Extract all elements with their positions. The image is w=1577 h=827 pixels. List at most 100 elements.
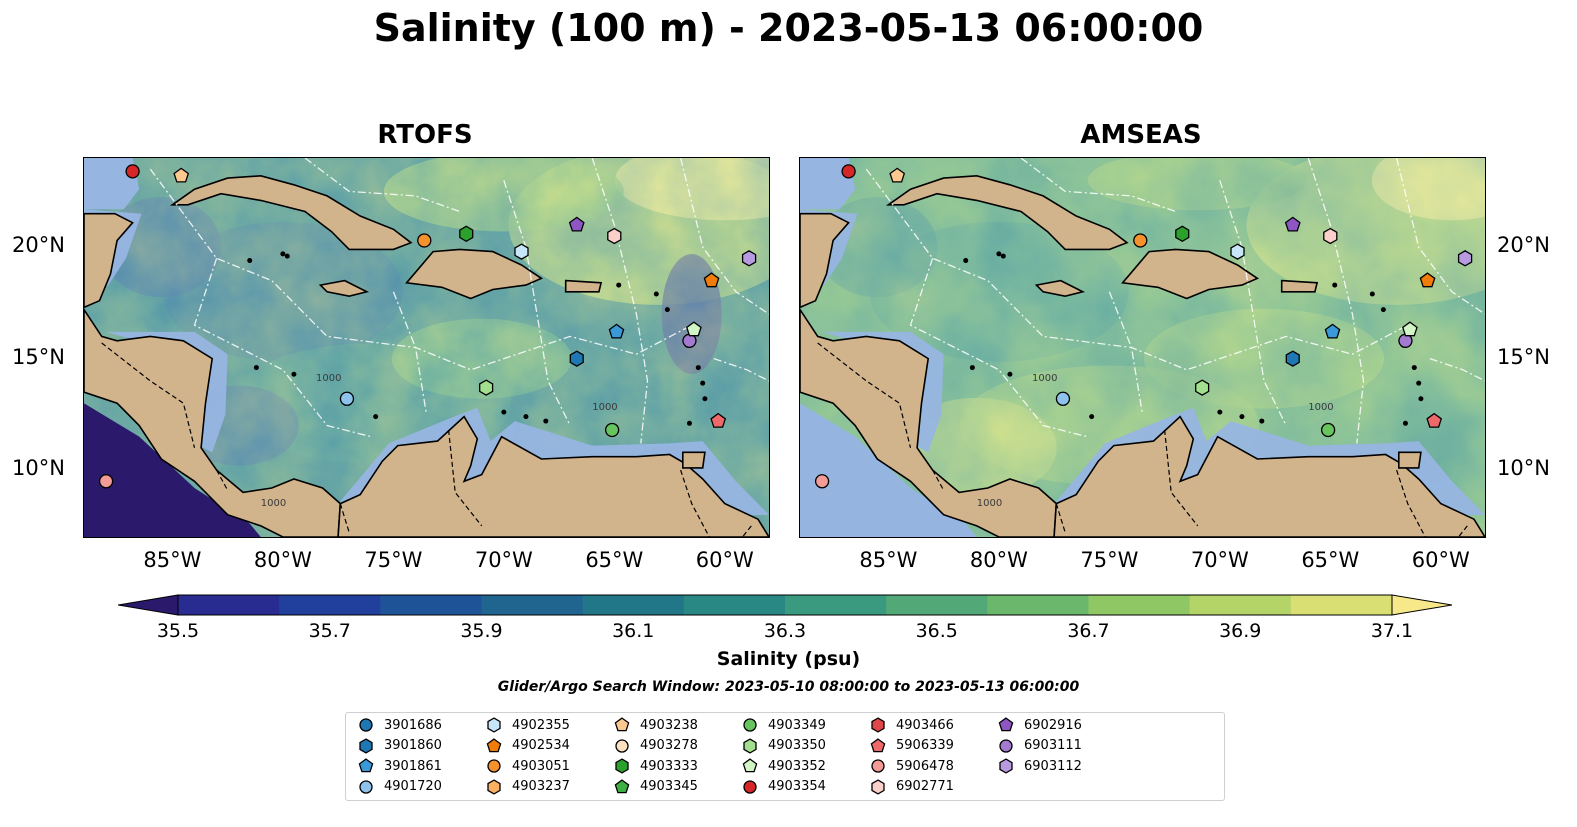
legend-item-5906339: 5906339 (870, 736, 954, 756)
legend-label: 4903349 (768, 717, 826, 733)
legend-label: 4903051 (512, 758, 570, 774)
land-trinidad (1398, 451, 1422, 469)
small-island (963, 258, 969, 264)
small-island (291, 371, 297, 377)
legend-marker (487, 717, 501, 733)
float-marker-6902771 (1323, 227, 1338, 245)
small-island (1089, 414, 1095, 420)
float-marker-5906339 (710, 412, 727, 428)
legend-item-6903112: 6903112 (998, 756, 1082, 776)
colorbar-segment (683, 595, 786, 615)
legend-marker (871, 717, 885, 733)
eez-boundary (1108, 291, 1144, 415)
float-marker-4903352 (686, 321, 702, 337)
bathymetry-contour-label: 1000 (977, 498, 1002, 509)
legend-marker (999, 758, 1013, 774)
colorbar-segment (785, 595, 887, 615)
country-border (101, 342, 196, 448)
x-tick-label: 65°W (1301, 548, 1360, 572)
float-marker-6903112 (741, 250, 757, 267)
hexagon-marker-icon (871, 717, 885, 733)
float-marker-4903333 (459, 225, 474, 243)
float-marker-3901860 (569, 350, 584, 367)
legend-marker (615, 758, 629, 774)
land-trinidad (682, 451, 706, 469)
legend-label: 4903238 (640, 717, 698, 733)
land-yucatan (800, 212, 850, 309)
legend-label: 4903237 (512, 779, 570, 794)
float-marker-4902534 (703, 272, 720, 288)
legend-label: 3901861 (384, 758, 442, 774)
country-border (1164, 429, 1199, 527)
colorbar-segment (481, 595, 584, 615)
circle-marker-icon (615, 738, 629, 753)
circle-marker-icon (359, 718, 373, 732)
legend-marker (999, 738, 1013, 753)
map-panel-rtofs: 1000 1000 1000 (83, 157, 770, 538)
land-cuba (169, 174, 413, 251)
legend-item-4901720: 4901720 (358, 777, 442, 797)
panel-title-rtofs: RTOFS (377, 120, 473, 150)
x-tick-label: 70°W (1190, 548, 1249, 572)
search-window-note: Glider/Argo Search Window: 2023-05-10 08… (497, 679, 1080, 695)
eez-boundary (679, 158, 769, 315)
colorbar-min-extend (118, 594, 179, 616)
land-centralAm (84, 308, 342, 537)
colorbar-tick-label: 35.7 (308, 620, 351, 642)
bathymetry-contour-label: 1000 (261, 498, 286, 509)
colorbar-segment (582, 595, 685, 615)
colorbar-frame (177, 594, 1393, 616)
float-marker-4903238 (173, 167, 190, 183)
hexagon-marker-icon (615, 758, 629, 774)
small-island (653, 291, 659, 297)
float-marker-4902355 (514, 243, 529, 260)
x-tick-label: 75°W (1080, 548, 1139, 572)
y-tick-label-right: 10°N (1497, 456, 1550, 481)
colorbar-tick-label: 35.9 (460, 620, 503, 642)
legend-item-4903051: 4903051 (486, 756, 570, 776)
hexagon-marker-icon (487, 717, 501, 733)
land-puertoRico (564, 279, 603, 293)
legend-label: 4903466 (896, 717, 954, 733)
legend-item-4902355: 4902355 (486, 715, 570, 735)
small-island (373, 414, 379, 420)
x-tick-label: 80°W (969, 548, 1028, 572)
float-marker-4903354 (841, 164, 856, 179)
small-island (1007, 371, 1013, 377)
legend-label: 6903111 (1024, 738, 1082, 753)
land-cuba (885, 174, 1129, 251)
hexagon-marker-icon (871, 778, 885, 795)
pentagon-marker-icon (870, 737, 886, 752)
colorbar-segment (1189, 595, 1292, 615)
x-tick-label: 60°W (695, 548, 754, 572)
legend-item-4902534: 4902534 (486, 736, 570, 756)
gulf-of-mexico (800, 158, 856, 210)
hexagon-marker-icon (359, 737, 373, 754)
figure-title: Salinity (100 m) - 2023-05-13 06:00:00 (373, 6, 1204, 50)
pentagon-marker-icon (998, 717, 1014, 732)
pentagon-marker-icon (614, 717, 630, 732)
small-island (253, 365, 259, 371)
legend-marker (487, 778, 501, 795)
legend-label: 4903278 (640, 738, 698, 753)
colorbar-tick-label: 35.5 (156, 620, 200, 642)
eez-boundary (591, 158, 649, 444)
float-marker-3901861 (1324, 323, 1341, 339)
small-island (686, 420, 692, 426)
legend-marker (870, 737, 886, 752)
float-marker-4901720 (1055, 391, 1071, 406)
float-marker-6902771 (607, 227, 622, 245)
land-centralAm (800, 308, 1058, 537)
bathymetry-contour-label: 1000 (1308, 402, 1333, 413)
colorbar-tick-label: 36.3 (763, 620, 807, 642)
small-island (1332, 282, 1338, 288)
land-southAm (337, 415, 769, 537)
legend-label: 5906478 (896, 758, 954, 774)
legend-label: 4903350 (768, 738, 826, 753)
legend-item-4903349: 4903349 (742, 715, 826, 735)
colorbar-max-extend (1391, 594, 1452, 616)
float-marker-4903238 (889, 167, 906, 183)
small-island (501, 409, 507, 415)
colorbar-label: Salinity (psu) (716, 648, 861, 670)
colorbar-segment (1088, 595, 1191, 615)
